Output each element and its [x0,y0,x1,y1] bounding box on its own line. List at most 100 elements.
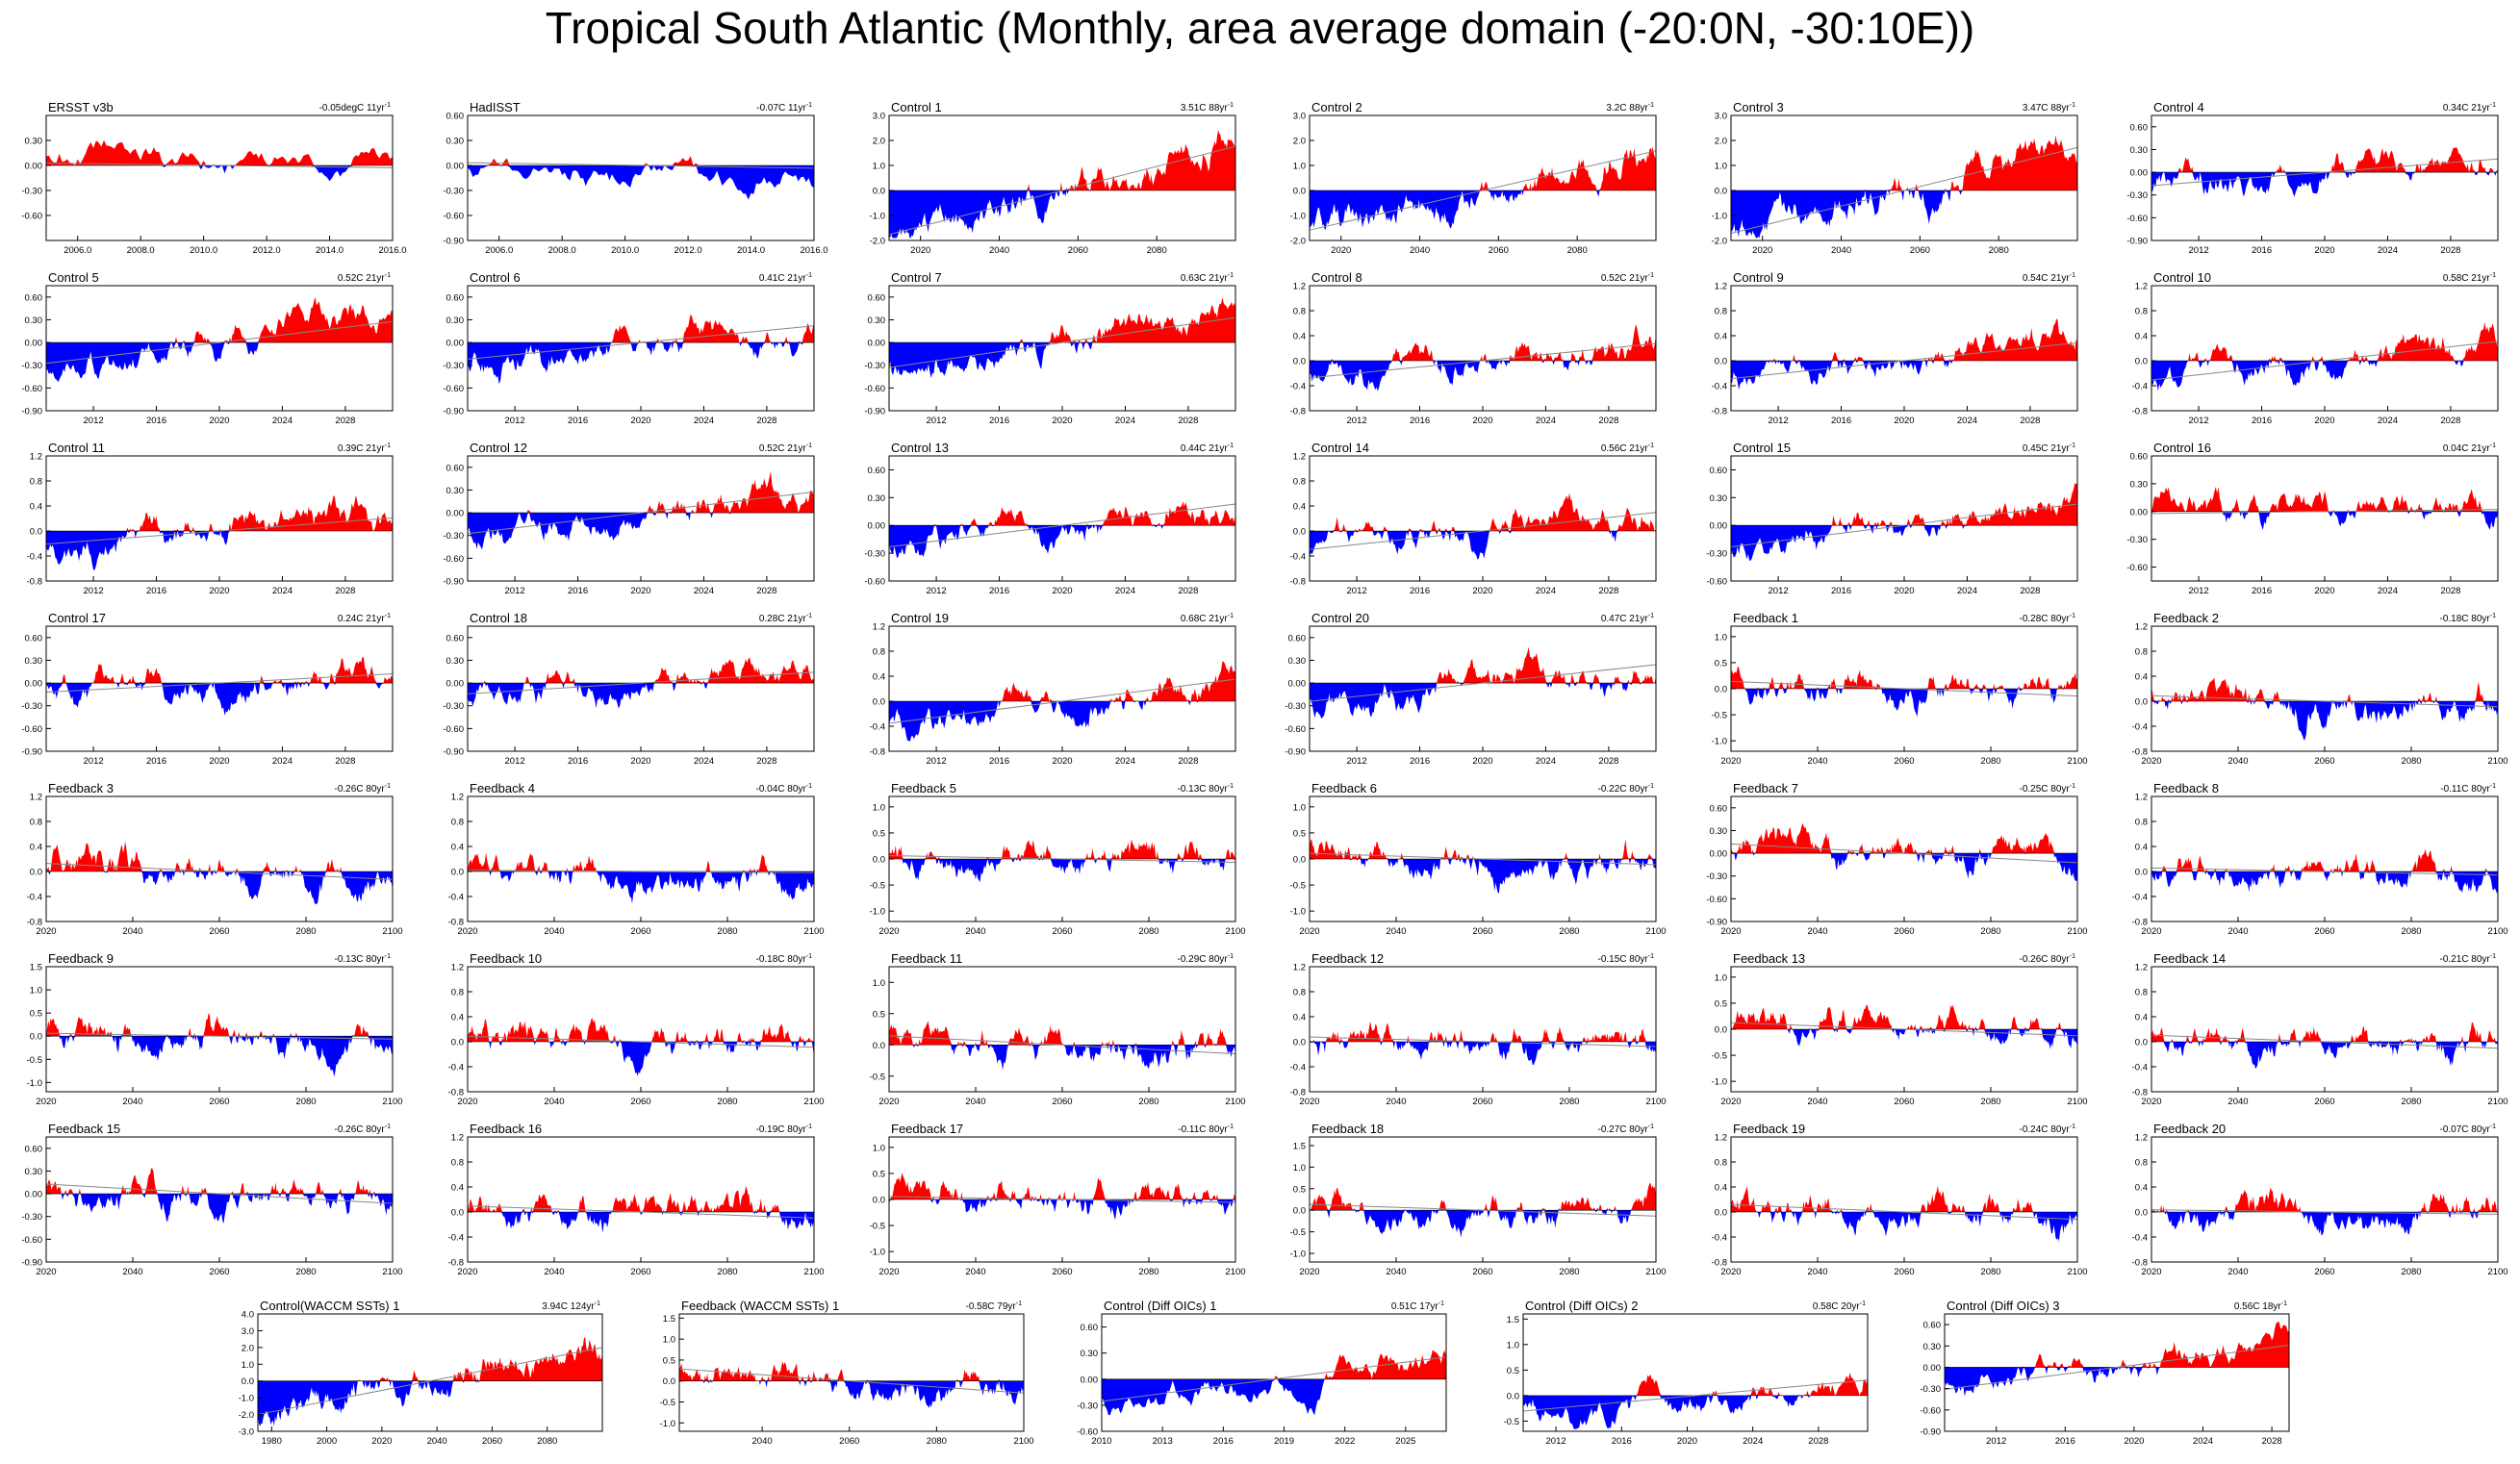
x-tick-label: 2020 [36,1097,56,1107]
y-tick-label: -0.90 [21,1258,42,1269]
x-tick-label: 2080 [295,926,316,937]
x-tick-label: 2012 [927,756,947,767]
y-tick-label: -1.0 [1290,1249,1306,1260]
negative-anomaly-area [46,1194,393,1224]
y-tick-label: 0.00 [446,509,465,519]
y-tick-label: -1.0 [660,1419,675,1429]
y-tick-label: 0.8 [2135,307,2148,317]
negative-anomaly-area [2151,871,2498,894]
negative-anomaly-area [1731,853,2077,881]
y-tick-label: 0.4 [873,672,885,683]
y-tick-label: -0.30 [1285,701,1306,712]
y-tick-label: 0.60 [868,466,886,476]
x-tick-label: 2080 [537,1436,557,1447]
plot-frame [45,114,394,241]
x-tick-label: 2060 [1068,245,1088,256]
x-tick-label: 2060 [1472,926,1492,937]
x-tick-label: 2012 [927,586,947,596]
x-tick-label: 2020 [2141,926,2161,937]
y-tick-label: -0.4 [2132,1063,2148,1073]
y-tick-label: 1.2 [873,622,885,633]
x-tick-label: 2016 [146,416,166,426]
trend-label: 0.45C 21yr-1 [2023,442,2075,454]
y-tick-label: 0.5 [1507,1366,1519,1376]
y-tick-label: -0.90 [2126,237,2148,247]
x-tick-label: 2016 [1410,416,1430,426]
x-tick-label: 2100 [803,1267,824,1277]
trend-label: -0.26C 80yr-1 [2020,953,2076,965]
y-tick-label: 0.0 [873,697,885,708]
trend-label: 0.34C 21yr-1 [2443,102,2496,114]
trend-line [1309,1036,1657,1048]
trend-label: 0.52C 21yr-1 [1601,272,1654,284]
y-tick-label: -0.60 [443,384,464,394]
trend-label: 0.54C 21yr-1 [2023,272,2075,284]
x-tick-label: 2010 [1091,1436,1111,1447]
trend-line [45,163,394,168]
y-tick-label: -0.8 [2132,407,2148,417]
x-tick-label: 2016 [989,756,1009,767]
y-tick-label: -0.4 [448,1233,464,1244]
y-tick-label: 0.60 [2130,122,2149,133]
y-tick-label: 0.4 [1715,1183,1727,1194]
plot-frame [888,625,1236,752]
positive-anomaly-area [46,1013,393,1037]
x-tick-label: 2000 [317,1436,337,1447]
y-tick-label: 0.30 [25,316,43,326]
x-tick-label: 2060 [2314,926,2334,937]
x-tick-label: 2080 [2401,1097,2421,1107]
y-tick-label: -0.8 [1290,407,1306,417]
figure-title: Tropical South Atlantic (Monthly, area a… [545,3,1975,53]
panel-label: Feedback 20 [2153,1122,2226,1136]
y-tick-label: -0.5 [1712,1051,1727,1062]
y-tick-label: 0.60 [1288,633,1307,644]
x-tick-label: 2020 [878,1097,899,1107]
x-tick-label: 2080 [1980,1097,2000,1107]
panel-label: Feedback 16 [470,1122,542,1136]
trend-label: -0.21C 80yr-1 [2440,953,2497,965]
x-tick-label: 2040 [2227,1097,2248,1107]
x-tick-label: 2020 [1472,586,1492,596]
trend-label: -0.13C 80yr-1 [1178,783,1235,795]
trend-label: 0.28C 21yr-1 [759,613,812,624]
y-tick-label: -1.0 [1290,907,1306,918]
negative-anomaly-area [889,342,1235,378]
y-tick-label: 1.2 [2135,793,2148,803]
trend-label: -0.28C 80yr-1 [2020,613,2076,624]
y-tick-label: 0.00 [2130,507,2149,517]
panel-feedback11: Feedback 11 -0.29C 80yr-1 1.0 0.5 0.0 -0.5 202… [870,951,1246,1107]
panel-control15: Control 15 0.45C 21yr-1 0.60 0.30 0.00 -0.30 -… [1706,441,2078,596]
y-tick-label: 0.4 [30,502,42,513]
y-tick-label: 1.2 [30,793,42,803]
y-tick-label: -0.8 [1290,1088,1306,1098]
x-tick-label: 2020 [1472,756,1492,767]
trend-label: -0.07C 11yr-1 [756,102,812,114]
y-tick-label: -0.4 [2132,893,2148,903]
trend-label: -0.19C 80yr-1 [756,1123,813,1135]
panel-label: Feedback 7 [1733,781,1798,795]
trend-label: 0.56C 18yr-1 [2234,1300,2287,1312]
panel-control14: Control 14 0.56C 21yr-1 1.2 0.8 0.4 0.0 -0.4 -0… [1290,441,1657,596]
panel-control2: Control 2 3.2C 88yr-1 3.0 2.0 1.0 0.0 -1.0 -2.0… [1290,100,1657,256]
x-tick-label: 2080 [717,1267,737,1277]
y-tick-label: 2.0 [1293,137,1306,147]
y-tick-label: 0.4 [451,1183,464,1194]
positive-anomaly-area [889,297,1235,343]
trend-label: 0.47C 21yr-1 [1601,613,1654,624]
y-tick-label: 0.8 [1293,307,1306,317]
panel-control17: Control 17 0.24C 21yr-1 0.60 0.30 0.00 -0.30 -… [21,611,394,767]
x-tick-label: 2016 [568,586,588,596]
y-tick-label: 0.00 [868,339,886,349]
y-tick-label: 0.5 [1715,998,1727,1009]
y-tick-label: -0.90 [21,407,42,417]
x-tick-label: 2020 [1720,926,1741,937]
positive-anomaly-area [2151,848,2498,871]
negative-anomaly-area [889,701,1235,742]
y-tick-label: -0.90 [864,407,885,417]
x-tick-label: 2024 [2378,245,2398,256]
y-tick-label: -0.90 [443,237,464,247]
trend-line [2151,694,2499,708]
x-tick-label: 2025 [1395,1436,1415,1447]
x-tick-label: 2028 [1178,416,1198,426]
y-tick-label: 0.0 [1715,187,1727,197]
